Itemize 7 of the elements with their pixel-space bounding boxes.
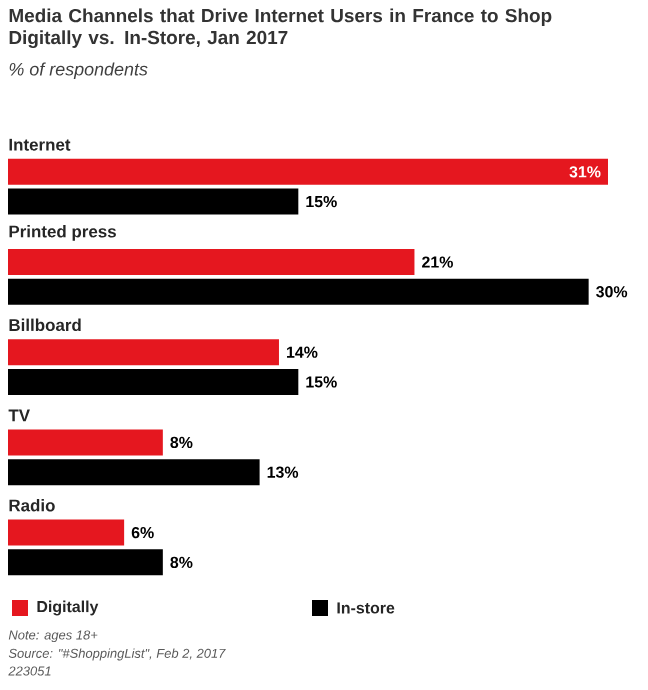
y-tick-label: Radio — [9, 499, 55, 512]
y-tick-label: TV — [8, 409, 30, 422]
chart-subtitle: % of respondents — [9, 62, 148, 80]
y-tick-label: Billboard — [9, 318, 81, 332]
y-tick-label: Internet — [9, 138, 71, 151]
chart-title: Media Channels that Drive Internet Users in France to Shop Digitally vs. In-Store, Jan 2017 — [9, 8, 552, 49]
y-tick-label: Printed press — [9, 225, 116, 241]
